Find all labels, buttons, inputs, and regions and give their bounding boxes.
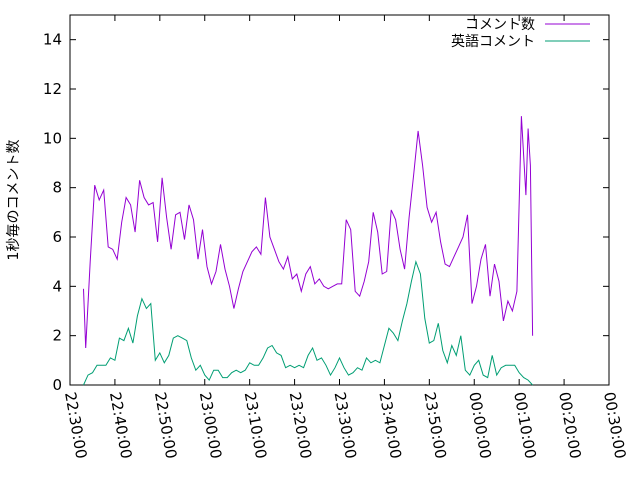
y-tick-label: 12 — [43, 80, 62, 98]
x-tick-label: 00:00:00 — [465, 391, 494, 460]
series-line-2 — [83, 259, 533, 386]
x-tick-label: 22:30:00 — [61, 391, 90, 460]
plot-frame — [69, 14, 610, 386]
x-tick-label: 22:40:00 — [106, 391, 135, 460]
x-tick-label: 23:50:00 — [420, 391, 449, 460]
y-tick-label: 14 — [43, 31, 62, 49]
y-tick-label: 10 — [43, 129, 62, 147]
legend-label: 英語コメント — [451, 33, 535, 50]
x-tick-label: 23:40:00 — [375, 391, 404, 460]
y-tick-label: 2 — [52, 327, 62, 345]
x-tick-label: 00:20:00 — [555, 391, 584, 460]
y-axis-ticks: 0 2 4 6 8 10 12 14 — [43, 31, 609, 394]
y-tick-label: 8 — [52, 179, 62, 197]
x-tick-label: 23:30:00 — [331, 391, 360, 460]
x-tick-label: 00:30:00 — [600, 391, 629, 460]
y-tick-label: 4 — [52, 277, 62, 295]
series-line-1 — [83, 116, 534, 349]
x-tick-label: 23:20:00 — [286, 391, 315, 460]
series-group — [83, 116, 534, 386]
y-tick-label: 0 — [52, 376, 62, 394]
x-tick-label: 00:10:00 — [510, 391, 539, 460]
y-tick-label: 6 — [52, 228, 62, 246]
x-tick-label: 22:50:00 — [151, 391, 180, 460]
legend-label: コメント数 — [465, 17, 535, 33]
x-tick-label: 23:00:00 — [196, 391, 225, 460]
x-tick-label: 23:10:00 — [241, 391, 270, 460]
y-axis-label: 1秒毎のコメント数 — [6, 140, 22, 261]
